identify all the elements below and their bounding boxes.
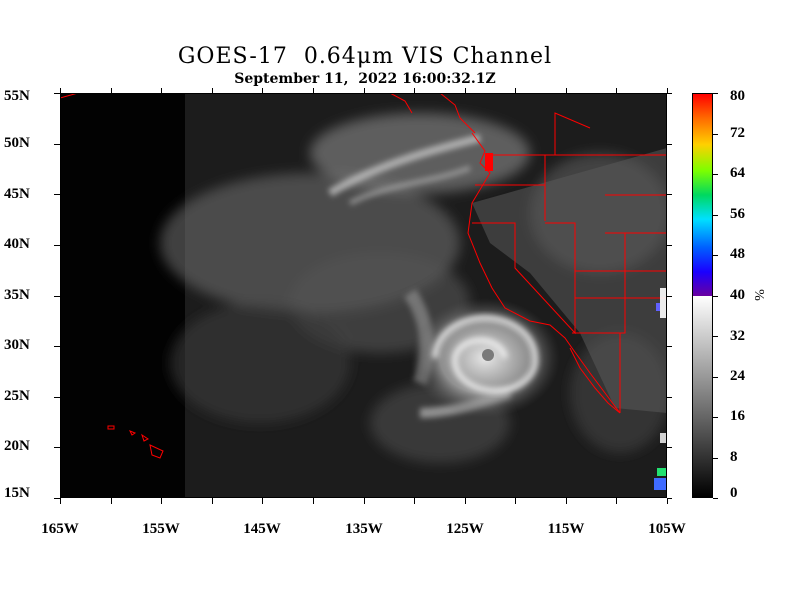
lon-tick-label: 135W	[345, 521, 383, 537]
colorbar-tick-label: 8	[730, 449, 738, 465]
colorbar-tick-label: 0	[730, 485, 738, 501]
axis-tick	[713, 296, 718, 297]
satellite-image	[60, 93, 667, 498]
lat-tick-label: 45N	[4, 186, 30, 202]
axis-tick	[465, 88, 466, 93]
axis-tick	[111, 88, 112, 93]
colorbar-tick-label: 16	[730, 408, 745, 424]
lat-tick-label: 15N	[4, 485, 30, 501]
axis-tick	[54, 93, 60, 94]
axis-tick	[566, 498, 567, 504]
colorbar-tick-label: 40	[730, 287, 745, 303]
axis-tick	[364, 88, 365, 93]
axis-tick	[667, 245, 672, 246]
lon-tick-label: 155W	[142, 521, 180, 537]
lon-tick-label: 105W	[648, 521, 686, 537]
axis-tick	[111, 498, 112, 504]
axis-tick	[566, 88, 567, 93]
axis-tick	[161, 498, 162, 504]
axis-tick	[713, 93, 718, 94]
storm-swirl	[410, 298, 560, 418]
axis-tick	[54, 498, 60, 499]
axis-tick	[54, 397, 60, 398]
axis-tick	[713, 255, 718, 256]
axis-tick	[262, 498, 263, 504]
axis-tick	[667, 296, 672, 297]
colorbar-tick-label: 56	[730, 206, 745, 222]
axis-tick	[667, 194, 672, 195]
axis-tick	[465, 498, 466, 504]
axis-tick	[414, 88, 415, 93]
colorbar-tick-label: 48	[730, 246, 745, 262]
axis-tick	[262, 88, 263, 93]
axis-tick	[60, 498, 61, 504]
colorbar-gray-segment	[693, 295, 712, 497]
axis-tick	[713, 174, 718, 175]
colorbar-unit: %	[750, 289, 766, 301]
colorbar-tick-label: 32	[730, 328, 745, 344]
lat-tick-label: 50N	[4, 135, 30, 151]
colorbar-tick-label: 24	[730, 368, 745, 384]
axis-tick	[713, 134, 718, 135]
axis-tick	[616, 88, 617, 93]
axis-tick	[667, 144, 672, 145]
lat-tick-label: 55N	[4, 88, 30, 104]
axis-tick	[515, 88, 516, 93]
axis-tick	[713, 377, 718, 378]
axis-tick	[616, 498, 617, 504]
axis-tick	[667, 498, 672, 499]
axis-tick	[212, 88, 213, 93]
axis-tick	[667, 397, 672, 398]
axis-tick	[667, 447, 672, 448]
axis-tick	[364, 498, 365, 504]
axis-tick	[54, 346, 60, 347]
lon-tick-label: 165W	[41, 521, 79, 537]
boundary-lines	[60, 93, 667, 459]
axis-tick	[313, 88, 314, 93]
lon-tick-label: 125W	[446, 521, 484, 537]
chart-title: GOES-17 0.64μm VIS Channel	[177, 44, 553, 69]
axis-tick	[667, 346, 672, 347]
colorbar-tick-label: 80	[730, 88, 745, 104]
axis-tick	[414, 498, 415, 504]
lon-tick-label: 115W	[547, 521, 585, 537]
colorbar-tick-label: 64	[730, 165, 745, 181]
axis-tick	[713, 458, 718, 459]
axis-tick	[515, 498, 516, 504]
lat-tick-label: 40N	[4, 236, 30, 252]
axis-tick	[161, 88, 162, 93]
axis-tick	[54, 194, 60, 195]
bright-pixels	[485, 153, 667, 490]
chart-subtitle: September 11, 2022 16:00:32.1Z	[234, 71, 496, 87]
lat-tick-label: 35N	[4, 287, 30, 303]
lat-tick-label: 30N	[4, 337, 30, 353]
axis-tick	[54, 245, 60, 246]
colorbar	[692, 93, 713, 498]
axis-tick	[60, 88, 61, 93]
axis-tick	[713, 498, 718, 499]
axis-tick	[667, 498, 668, 504]
lat-tick-label: 20N	[4, 438, 30, 454]
axis-tick	[713, 215, 718, 216]
axis-tick	[713, 417, 718, 418]
axis-tick	[54, 296, 60, 297]
colorbar-tick-label: 72	[730, 125, 745, 141]
axis-tick	[54, 144, 60, 145]
lon-tick-label: 145W	[243, 521, 281, 537]
axis-tick	[212, 498, 213, 504]
satellite-image-svg	[60, 93, 667, 498]
axis-tick	[54, 447, 60, 448]
colorbar-color-segment	[693, 94, 712, 296]
lat-tick-label: 25N	[4, 388, 30, 404]
axis-tick	[667, 93, 672, 94]
axis-tick	[313, 498, 314, 504]
axis-tick	[667, 88, 668, 93]
axis-tick	[713, 336, 718, 337]
